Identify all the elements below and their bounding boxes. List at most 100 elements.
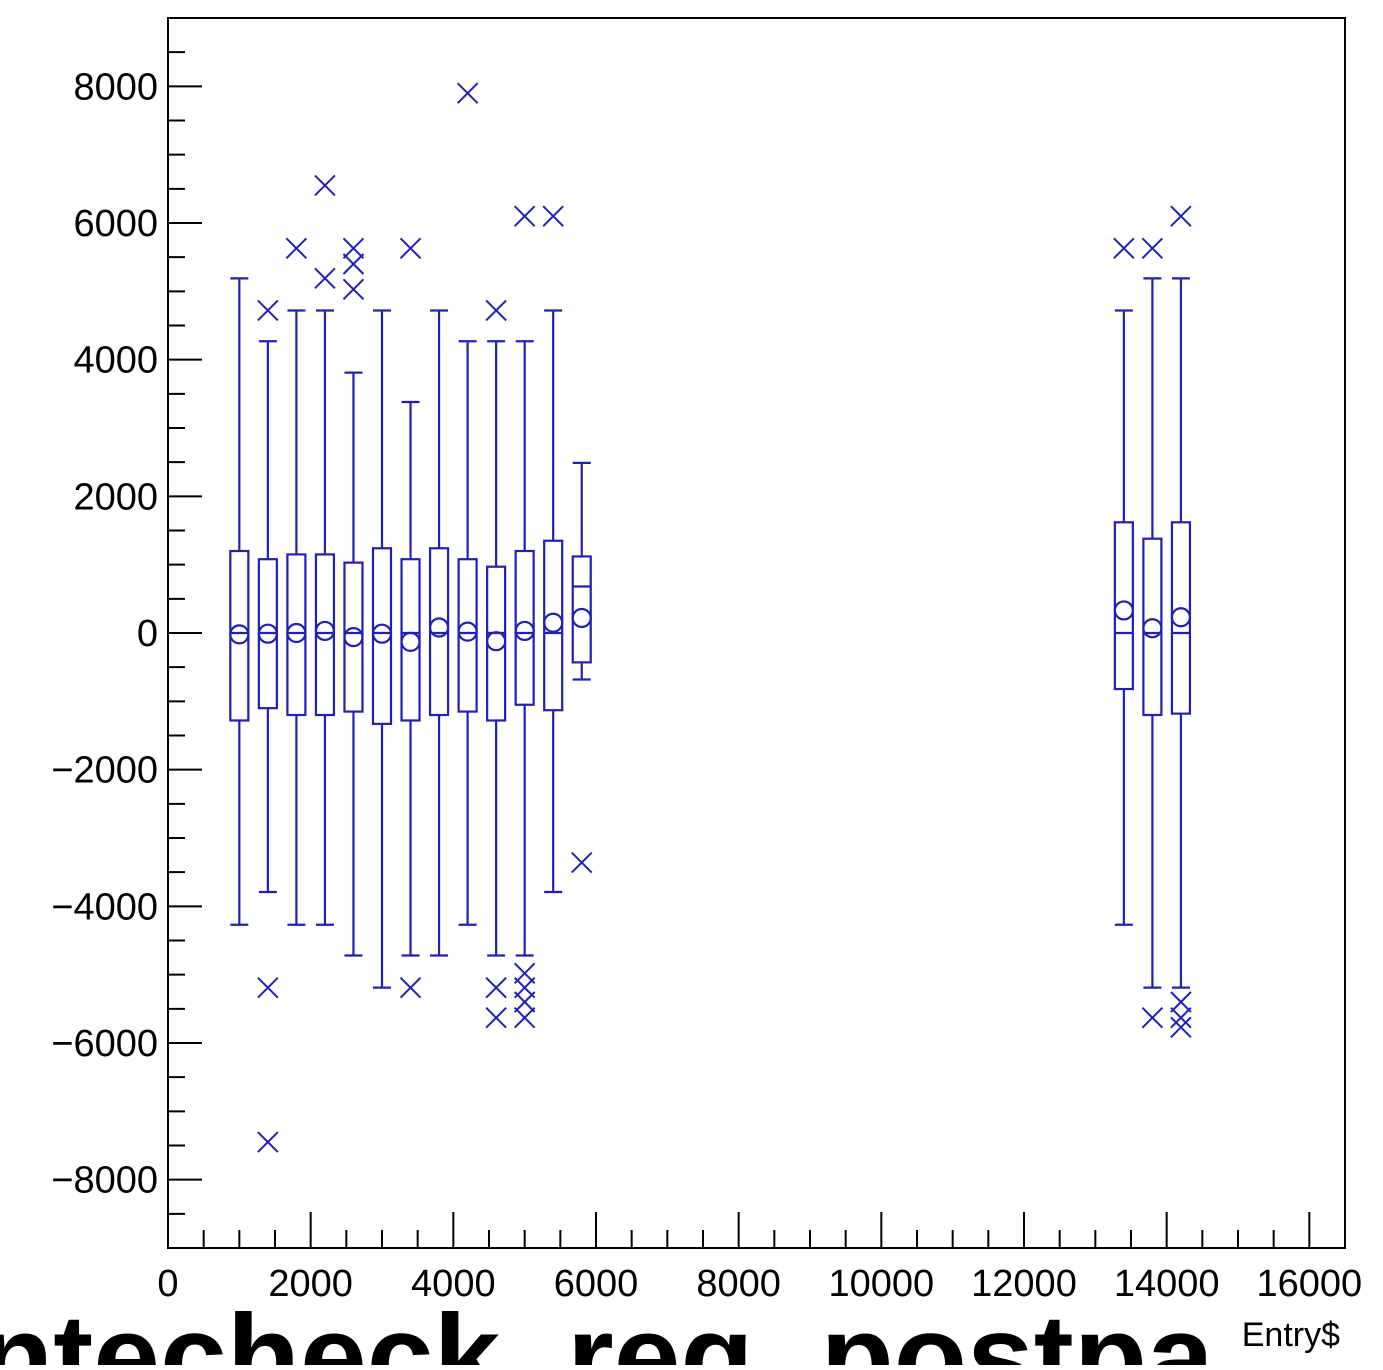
mean-marker <box>514 620 535 642</box>
mean-marker <box>543 612 564 633</box>
outlier-marker <box>513 1007 536 1029</box>
box-2600 <box>342 237 365 957</box>
mean-marker <box>571 607 592 629</box>
outlier-stroke <box>1141 1007 1164 1029</box>
outlier-marker <box>1141 1007 1164 1029</box>
box-3400 <box>399 237 422 999</box>
outlier-stroke <box>314 267 336 290</box>
outlier-marker <box>285 237 308 259</box>
outlier-marker <box>571 851 593 874</box>
box-13400 <box>1113 237 1135 926</box>
y-tick-label: −8000 <box>51 1160 158 1202</box>
x-axis-label: Entry$ <box>1242 1316 1340 1354</box>
outlier-marker <box>314 267 336 290</box>
box-1000 <box>229 277 250 926</box>
y-tick-label: 0 <box>137 613 158 655</box>
outlier-marker <box>257 299 279 322</box>
box-1800 <box>285 237 308 926</box>
box-3800 <box>428 309 450 957</box>
outlier-marker <box>485 976 507 999</box>
outlier-stroke <box>314 174 336 197</box>
mean-marker <box>343 626 364 648</box>
box-4600 <box>485 299 507 1029</box>
box-2200 <box>314 174 336 926</box>
outlier-marker <box>257 1131 279 1153</box>
outlier-stroke <box>1141 237 1164 259</box>
outlier-marker <box>1113 237 1135 259</box>
outlier-stroke <box>257 976 279 999</box>
outlier-stroke <box>342 253 365 275</box>
outlier-marker <box>1141 237 1164 259</box>
outlier-marker <box>399 237 422 259</box>
outlier-stroke <box>257 1131 279 1153</box>
outlier-stroke <box>485 299 507 322</box>
mean-marker <box>257 623 278 644</box>
box-5000 <box>513 205 536 1029</box>
mean-marker <box>486 631 507 652</box>
box-5800 <box>571 461 593 874</box>
x-tick-label: 4000 <box>411 1263 496 1305</box>
x-tick-label: 8000 <box>696 1263 781 1305</box>
outlier-marker <box>1170 991 1192 1013</box>
outlier-stroke <box>485 1007 507 1029</box>
outlier-stroke <box>399 976 422 999</box>
y-tick-label: 8000 <box>73 66 158 108</box>
outlier-marker <box>1170 1007 1192 1029</box>
x-tick-label: 12000 <box>971 1263 1077 1305</box>
outlier-stroke <box>571 851 593 874</box>
box-4200 <box>456 82 479 926</box>
x-tick-label: 14000 <box>1114 1263 1220 1305</box>
outlier-marker <box>342 253 365 275</box>
y-tick-label: −6000 <box>51 1023 158 1065</box>
box-5400 <box>542 205 564 894</box>
outlier-marker <box>1170 1016 1192 1038</box>
mean-marker <box>1113 600 1134 621</box>
outlier-marker <box>399 976 422 999</box>
outlier-marker <box>314 174 336 197</box>
outlier-stroke <box>399 237 422 259</box>
y-tick-label: 4000 <box>73 340 158 382</box>
box-14200 <box>1170 205 1192 1038</box>
outlier-stroke <box>342 278 365 300</box>
outlier-marker <box>513 205 536 227</box>
outlier-marker <box>342 278 365 300</box>
outlier-stroke <box>456 82 479 104</box>
outlier-stroke <box>513 205 536 227</box>
y-tick-label: −2000 <box>51 750 158 792</box>
outlier-stroke <box>485 976 507 999</box>
outlier-stroke <box>1113 237 1135 259</box>
outlier-stroke <box>285 237 308 259</box>
outlier-stroke <box>1170 1007 1192 1029</box>
x-tick-label: 2000 <box>268 1263 353 1305</box>
x-tick-label: 10000 <box>828 1263 934 1305</box>
outlier-stroke <box>513 991 536 1013</box>
box-1400 <box>257 299 279 1153</box>
mean-marker <box>428 617 450 638</box>
mean-marker <box>1170 607 1192 628</box>
mean-marker <box>371 623 393 644</box>
mean-marker <box>400 631 421 652</box>
iqr-box <box>1113 521 1134 691</box>
y-tick-label: −4000 <box>51 886 158 928</box>
box-13800 <box>1141 237 1164 1029</box>
x-tick-label: 0 <box>157 1263 178 1305</box>
box-3000 <box>371 309 393 989</box>
x-tick-label: 16000 <box>1256 1263 1362 1305</box>
mean-marker <box>1142 618 1163 639</box>
outlier-stroke <box>542 205 564 227</box>
y-tick-label: 6000 <box>73 203 158 245</box>
outlier-stroke <box>1170 205 1192 227</box>
outlier-stroke <box>257 299 279 322</box>
outlier-marker <box>513 991 536 1013</box>
outlier-marker <box>1170 205 1192 227</box>
outlier-marker <box>485 299 507 322</box>
mean-marker <box>229 624 250 645</box>
mean-marker <box>457 621 478 642</box>
outlier-stroke <box>513 1007 536 1029</box>
outlier-stroke <box>342 237 365 259</box>
bottom-banner-text: ntecheck_reg_postpa <box>0 1290 1215 1365</box>
outlier-stroke <box>1170 991 1192 1013</box>
